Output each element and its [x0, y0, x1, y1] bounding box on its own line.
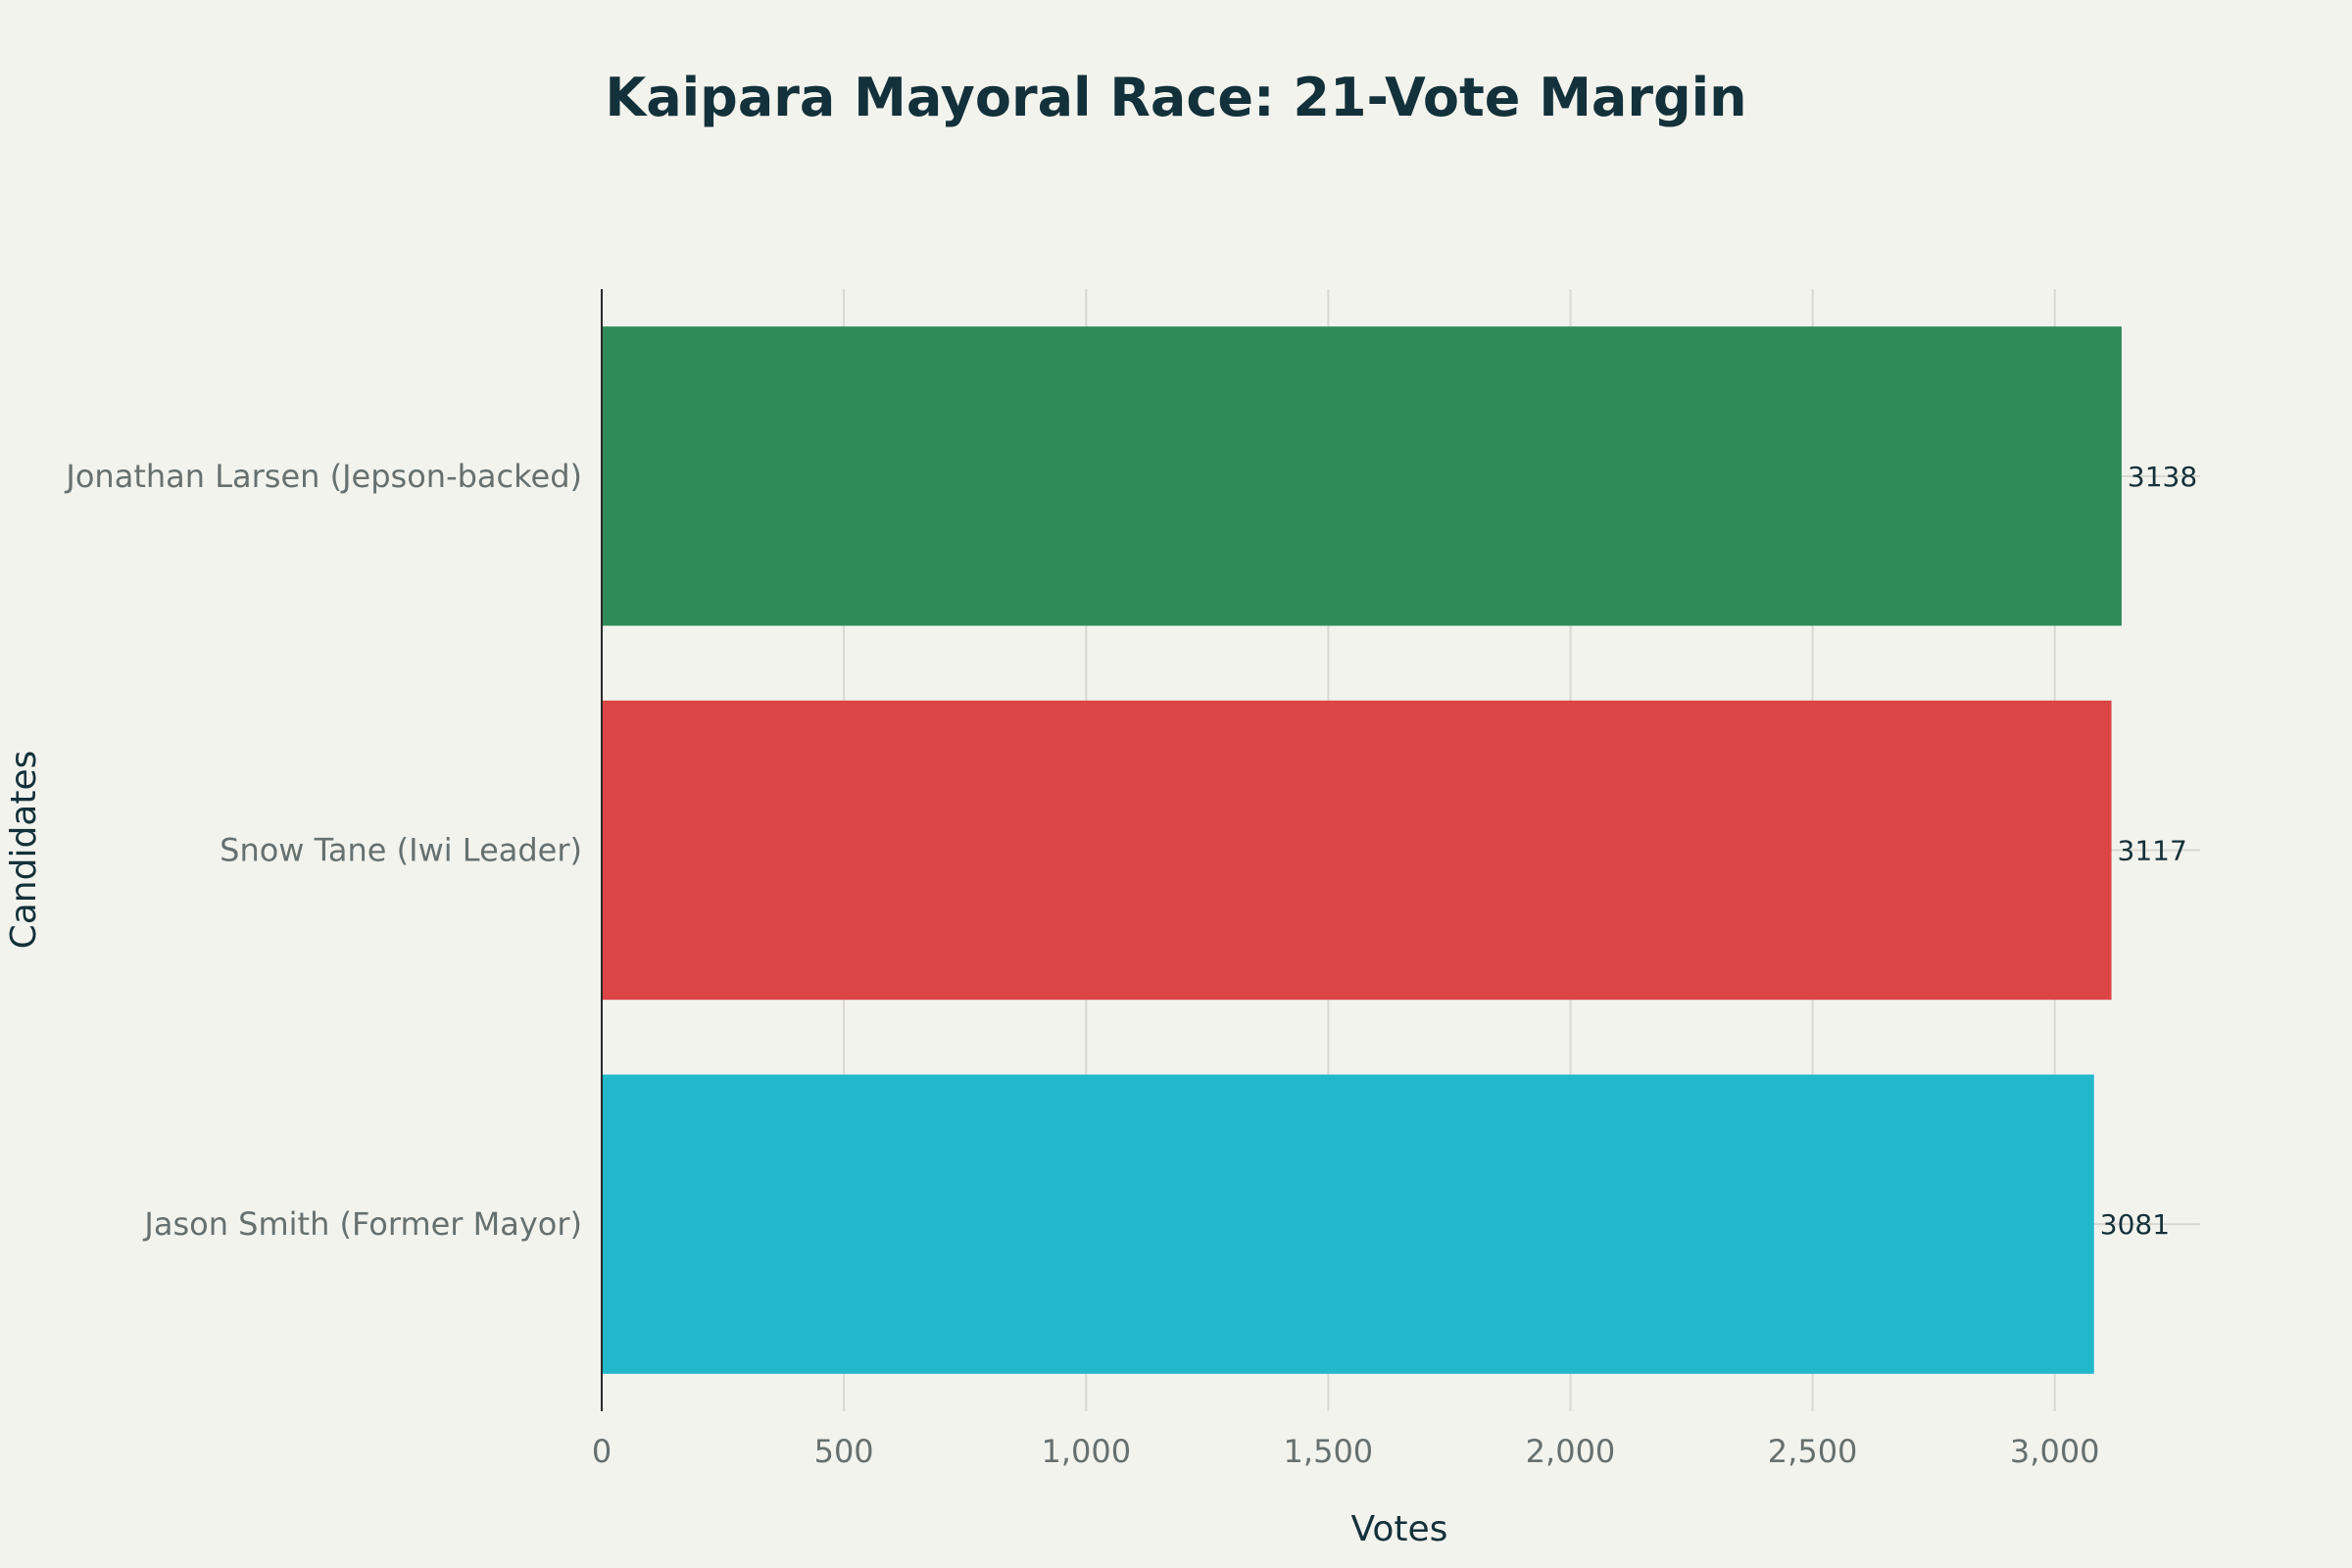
x-tick-label: 1,000: [1041, 1433, 1131, 1470]
data-label: 3138: [2128, 461, 2197, 493]
y-tick-label: Snow Tane (Iwi Leader): [220, 832, 582, 869]
x-tick-label: 2,500: [1768, 1433, 1858, 1470]
chart-title: Kaipara Mayoral Race: 21-Vote Margin: [605, 67, 1746, 128]
x-tick-label: 500: [814, 1433, 874, 1470]
bar: [602, 326, 2122, 626]
bar: [602, 1074, 2094, 1374]
x-tick-label: 3,000: [2010, 1433, 2100, 1470]
x-tick-label: 2,000: [1526, 1433, 1616, 1470]
bars: [602, 326, 2122, 1374]
x-tick-label: 1,500: [1284, 1433, 1374, 1470]
x-tick-label: 0: [592, 1433, 612, 1470]
y-tick-label: Jason Smith (Former Mayor): [142, 1205, 582, 1243]
x-tick-labels: 0 500 1,000 1,500 2,000 2,500 3,000: [592, 1433, 2100, 1470]
y-axis-title: Candidates: [4, 751, 44, 950]
x-axis-title: Votes: [1351, 1509, 1448, 1549]
y-tick-label: Jonathan Larsen (Jepson-backed): [64, 458, 582, 495]
bar: [602, 700, 2112, 1001]
y-tick-labels: Jonathan Larsen (Jepson-backed) Snow Tane…: [64, 458, 582, 1243]
data-labels: 3138 3117 3081: [2100, 461, 2197, 1241]
data-label: 3081: [2100, 1208, 2170, 1241]
data-label: 3117: [2118, 835, 2187, 867]
